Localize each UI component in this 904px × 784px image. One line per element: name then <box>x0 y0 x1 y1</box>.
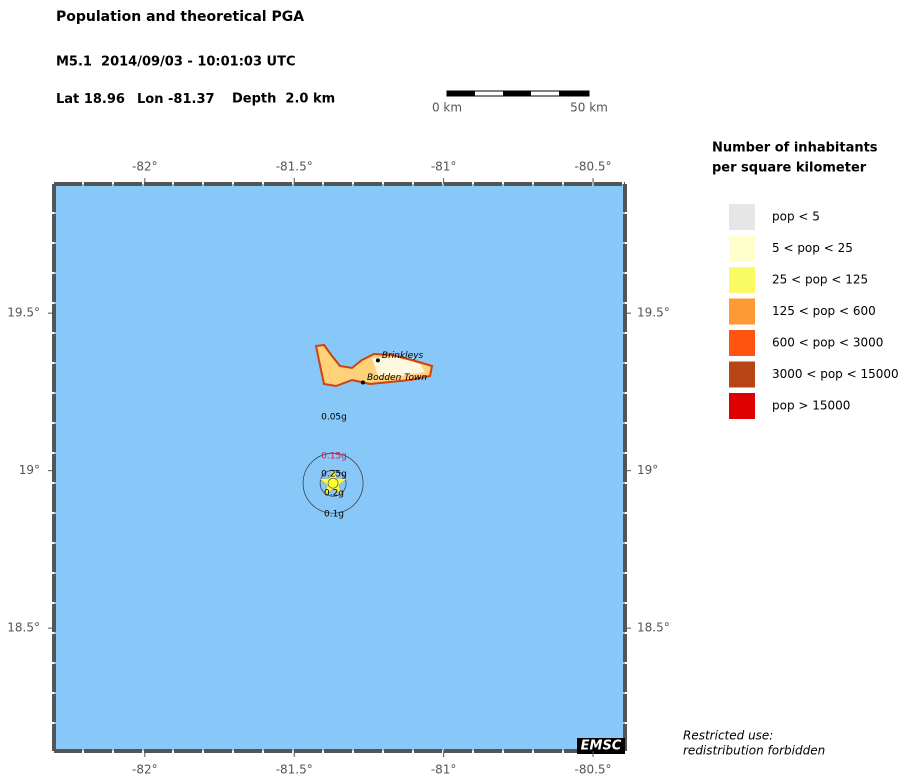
logo-bg <box>577 738 625 754</box>
place-dot <box>375 358 380 363</box>
frame <box>52 182 627 753</box>
scale-end: 50 km <box>570 101 608 115</box>
legend-swatch <box>729 267 755 293</box>
legend-swatch <box>729 393 755 419</box>
legend-swatch <box>729 361 755 388</box>
scale-bar <box>446 90 590 97</box>
epicenter-ring <box>327 477 339 489</box>
map-layer: Brinkleys Bodden Town <box>302 351 427 514</box>
legend-label: 25 < pop < 125 <box>772 273 868 287</box>
lon-tick-label: -81° <box>431 160 457 174</box>
title: Population and theoretical PGA <box>56 9 304 25</box>
island <box>314 343 434 388</box>
longitude: Lon -81.37 <box>137 92 215 107</box>
legend-swatch <box>729 330 755 356</box>
legend-label: pop < 5 <box>772 210 820 224</box>
pga-label: 0.1g <box>324 510 344 520</box>
lat-label: Lat <box>56 92 79 107</box>
lat-tick-label: 18.5° <box>637 621 670 635</box>
depth: Depth 2.0 km <box>232 92 335 107</box>
place-dot <box>360 380 365 385</box>
latitude: Lat 18.96 <box>56 92 125 107</box>
lon-tick-label: -80.5° <box>574 160 611 174</box>
legend-swatch <box>729 204 755 230</box>
legend-title: Number of inhabitants <box>712 141 878 156</box>
pga-label: 0.2g <box>324 489 344 499</box>
legend-label: 5 < pop < 25 <box>772 241 853 255</box>
lon-label: Lon <box>137 92 163 107</box>
epicenter <box>319 468 348 496</box>
pga-label: 0.15g <box>321 452 347 462</box>
event: M5.1 2014/09/03 - 10:01:03 UTC <box>56 55 295 70</box>
lon-tick-label: -81.5° <box>276 763 313 777</box>
place-name: Bodden Town <box>367 373 427 383</box>
scale-start: 0 km <box>432 101 462 115</box>
legend-swatch <box>729 298 755 325</box>
pga-label: 0.25g <box>321 470 347 480</box>
lat-tick-label: 19° <box>19 463 40 477</box>
lon-tick-label: -81° <box>431 763 457 777</box>
lat-value: 18.96 <box>84 92 125 107</box>
legend-label: pop > 15000 <box>772 399 850 413</box>
footer: redistribution forbidden <box>683 744 825 758</box>
lon-tick-label: -82° <box>132 763 158 777</box>
logo: EMSC <box>581 739 622 754</box>
footer: Restricted use: <box>683 729 773 743</box>
lon-tick-label: -82° <box>132 160 158 174</box>
legend-title: per square kilometer <box>712 161 867 176</box>
lat-tick-label: 18.5° <box>7 621 40 635</box>
lon-tick-label: -80.5° <box>574 763 611 777</box>
legend-swatch <box>729 235 755 262</box>
legend-label: 125 < pop < 600 <box>772 304 876 318</box>
island-sparse <box>372 357 425 376</box>
legend: pop < 5 5 < pop < 25 25 < pop < 125 125 < p… <box>729 204 899 419</box>
legend-label: 3000 < pop < 15000 <box>772 367 899 381</box>
pga-label: 0.05g <box>321 413 347 423</box>
lat-tick-label: 19.5° <box>637 306 670 320</box>
place-name: Brinkleys <box>382 351 424 361</box>
lon-value: -81.37 <box>168 92 215 107</box>
pga-contour <box>302 452 364 514</box>
lat-tick-label: 19.5° <box>7 306 40 320</box>
sea <box>54 184 625 751</box>
legend-label: 600 < pop < 3000 <box>772 336 883 350</box>
lat-tick-label: 19° <box>637 463 658 477</box>
lon-tick-label: -81.5° <box>276 160 313 174</box>
